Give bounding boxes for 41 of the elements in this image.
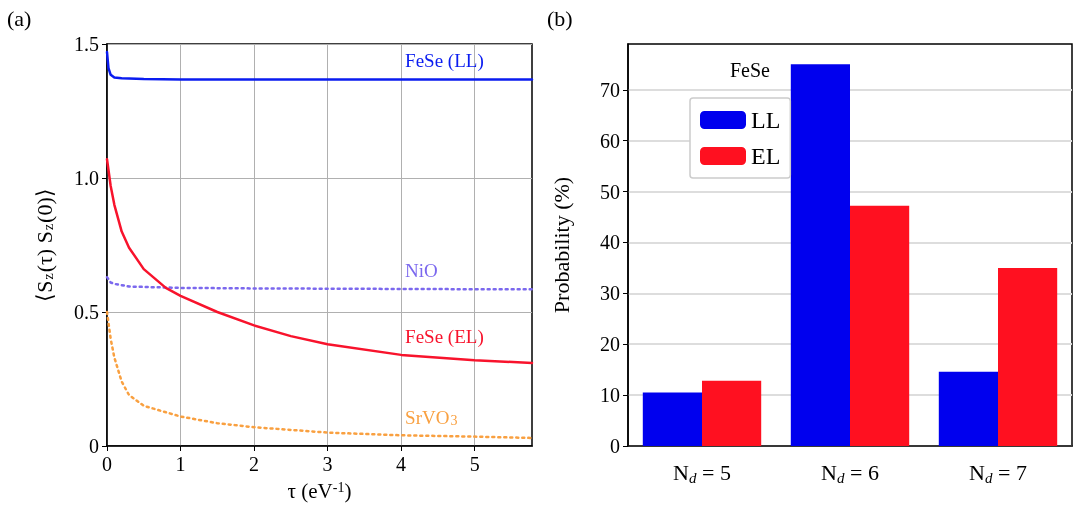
- series-label: NiO: [405, 259, 438, 281]
- bar: [702, 380, 762, 446]
- y-tick-label: 20: [600, 333, 620, 356]
- legend-label: LL: [751, 107, 781, 133]
- y-tick-label: 1.0: [74, 167, 99, 189]
- y-tick-label: 60: [600, 129, 620, 152]
- chart-title: (a): [7, 5, 32, 31]
- line-series: [105, 310, 534, 440]
- line-series: [105, 275, 534, 291]
- legend-label: EL: [751, 143, 781, 169]
- y-tick-label: 0: [89, 435, 99, 457]
- bar: [790, 64, 850, 446]
- y-tick-label: 0: [610, 435, 620, 457]
- y-tick-label: 10: [600, 384, 620, 407]
- x-tick-label: 5: [469, 453, 480, 475]
- x-tick-label: Nd = 7: [969, 460, 1027, 486]
- line-series: [105, 50, 534, 81]
- series-label: FeSe (EL): [405, 325, 484, 348]
- y-axis-title: Probability (%): [548, 176, 574, 314]
- chart-title: (b): [547, 5, 573, 31]
- x-tick-label: Nd = 5: [673, 460, 731, 486]
- bar: [642, 392, 702, 446]
- x-tick-label: Nd = 6: [821, 460, 879, 486]
- y-tick-label: 40: [600, 231, 620, 254]
- series-label: SrVO3: [405, 406, 458, 428]
- y-tick-label: 0.5: [74, 301, 99, 323]
- x-tick-label: 1: [175, 453, 186, 475]
- x-tick-label: 3: [322, 453, 333, 475]
- line-series: [105, 157, 534, 365]
- series-label: FeSe (LL): [405, 50, 484, 73]
- bar: [998, 267, 1058, 446]
- y-axis-title: ⟨Sz(τ) Sz(0)⟩: [31, 188, 57, 302]
- bar: [850, 205, 910, 446]
- y-tick-label: 70: [600, 78, 620, 101]
- x-tick-label: 4: [396, 453, 407, 475]
- legend-title: FeSe: [730, 59, 771, 81]
- bar: [938, 371, 998, 446]
- y-tick-label: 1.5: [74, 33, 99, 55]
- y-tick-label: 50: [600, 180, 620, 203]
- y-tick-label: 30: [600, 282, 620, 305]
- x-tick-label: 2: [249, 453, 260, 475]
